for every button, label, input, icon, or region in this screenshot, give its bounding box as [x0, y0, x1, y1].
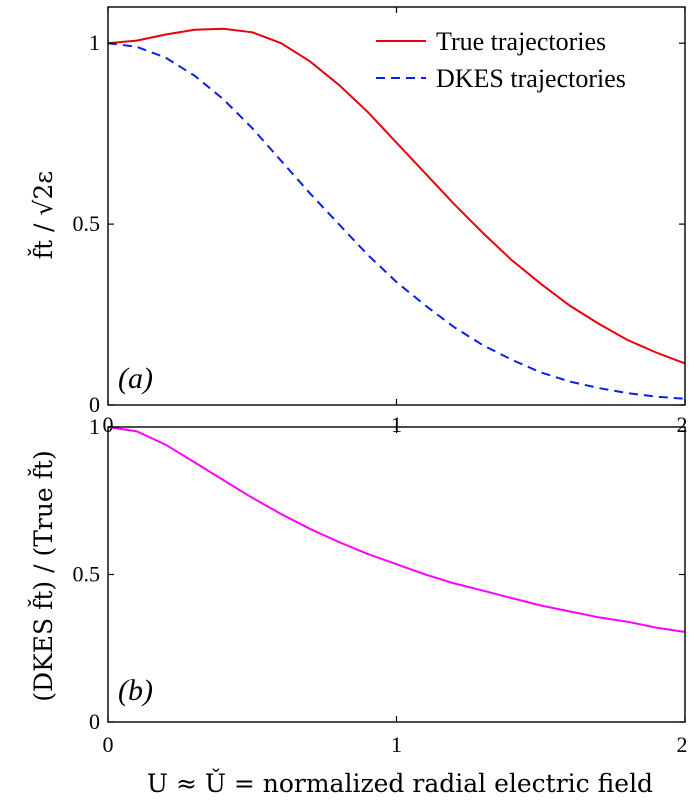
- panel-a-label: (a): [118, 362, 153, 395]
- panel-b-xtick-label-2: 2: [677, 732, 688, 757]
- panel-a-series-line-0: [107, 27, 686, 365]
- x-axis-title: U ≈ Ǔ = normalized radial electric field: [147, 769, 653, 798]
- panel-b-ytick-label-1: 0.5: [73, 562, 101, 587]
- panel-b-series-line-0: [107, 426, 686, 633]
- panel-b: 0 1 200.51 (DKES f̌t) / (True f̌t) (b) U ≈…: [29, 414, 688, 798]
- panel-b-xtick-label-1: 1: [391, 732, 402, 757]
- panel-b-ylabel: (DKES f̌t) / (True f̌t): [29, 450, 58, 701]
- panel-a-ticks: 0 1 200.51: [73, 7, 688, 437]
- legend: True trajectories DKES trajectories: [376, 27, 626, 93]
- panel-a-xtick-label-0: 0: [103, 412, 114, 437]
- panel-b-ticks: 0 1 200.51: [73, 414, 688, 757]
- legend-label-dkes: DKES trajectories: [436, 64, 626, 93]
- panel-b-xtick-label-0: 0: [103, 732, 114, 757]
- panel-a-series-line-1: [107, 42, 686, 400]
- panel-a-ytick-label-0: 0: [89, 392, 100, 417]
- panel-a-ylabel: f̌t / √2ε: [29, 171, 58, 259]
- panel-b-label: (b): [118, 674, 153, 707]
- panel-a-xtick-label-1: 1: [391, 412, 402, 437]
- panel-a-ytick-label-2: 1: [89, 30, 100, 55]
- panel-b-frame: [107, 426, 686, 723]
- panel-a: 0 1 200.51 f̌t / √2ε (a) True trajectories…: [29, 6, 688, 437]
- panel-a-series-layer: [107, 27, 686, 400]
- panel-b-ytick-label-0: 0: [89, 709, 100, 734]
- panel-a-ytick-label-1: 0.5: [73, 211, 101, 236]
- panel-b-series-layer: [107, 426, 686, 633]
- panel-a-xtick-label-2: 2: [677, 412, 688, 437]
- legend-label-true: True trajectories: [436, 27, 606, 56]
- panel-b-ytick-label-2: 1: [89, 414, 100, 439]
